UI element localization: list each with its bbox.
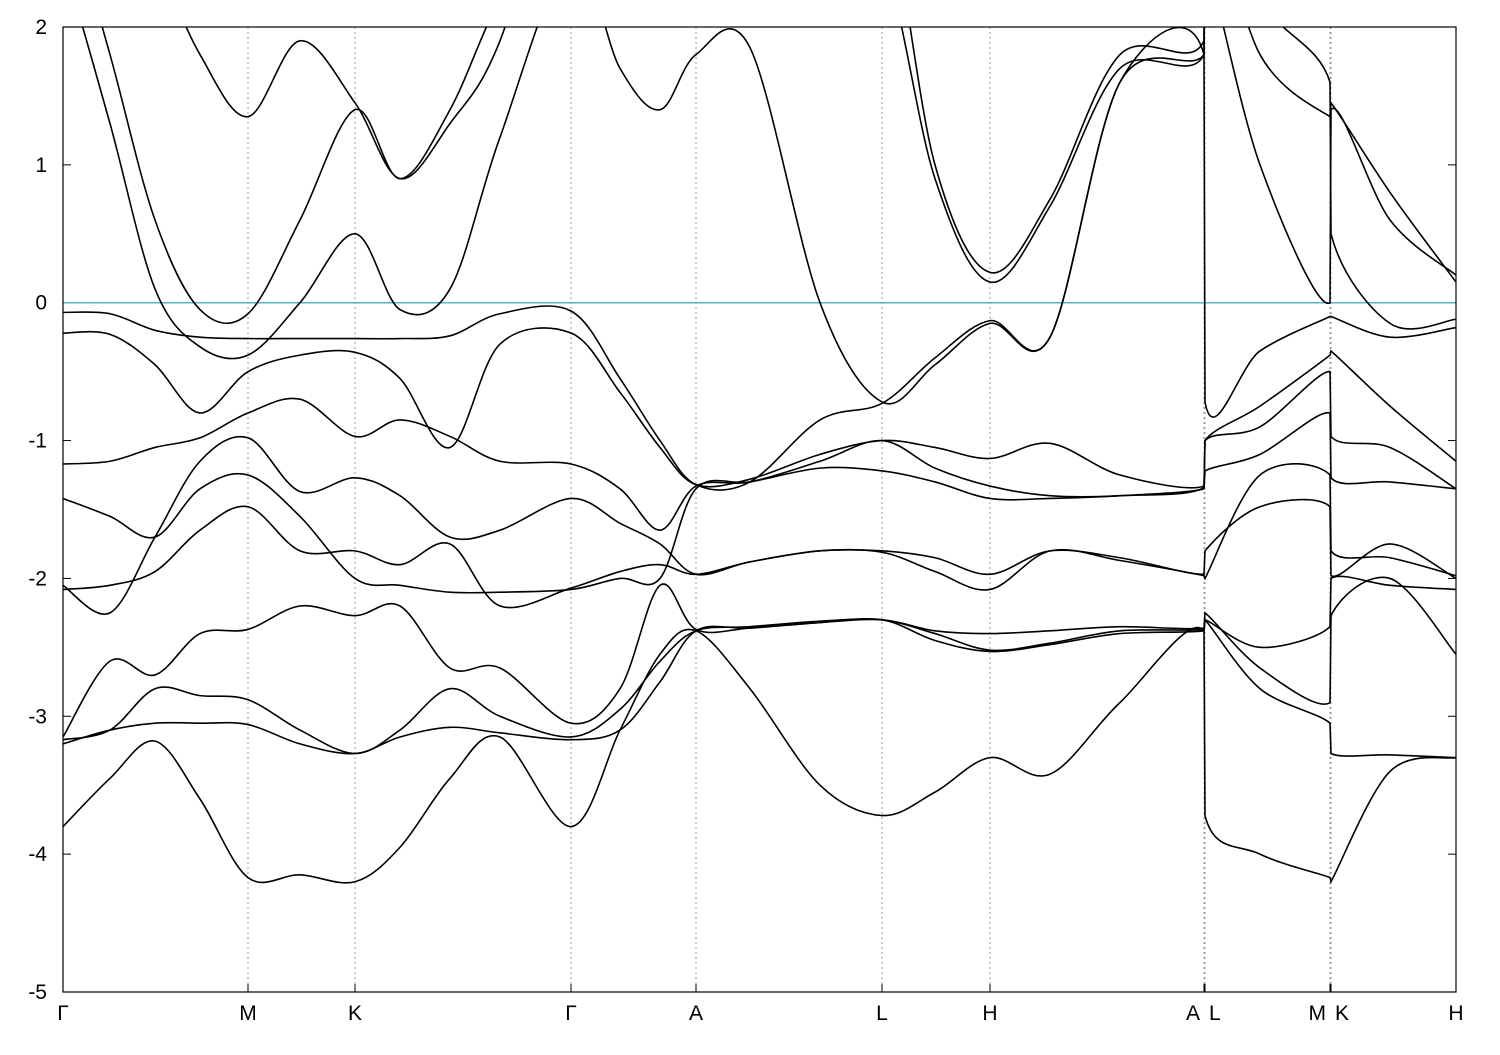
x-tick-label: H [982, 1002, 997, 1025]
x-tick-label: A [689, 1002, 703, 1025]
band-line [63, 627, 1456, 884]
band-line [185, 27, 1456, 330]
band-line [101, 27, 1456, 324]
band-line [63, 617, 1456, 759]
band-line [81, 27, 1456, 405]
bands [63, 27, 1456, 884]
band-line [63, 435, 1456, 616]
plot-frame [62, 26, 1457, 993]
x-tick-label: M [239, 1002, 257, 1025]
band-line [63, 463, 1456, 609]
y-tick-label: -1 [28, 430, 47, 453]
x-tick-label: M [1309, 1002, 1327, 1025]
y-tick-label: 2 [35, 16, 47, 39]
y-tick-label: 0 [35, 292, 47, 315]
x-tick-label: H [1448, 1002, 1463, 1025]
x-tick-label: K [348, 1002, 362, 1025]
x-tick-label: Γ [57, 1002, 69, 1025]
y-tick-label: -2 [28, 567, 47, 590]
x-tick-label: L [1209, 1002, 1221, 1025]
band-line [63, 27, 1456, 491]
band-line [63, 412, 1456, 594]
x-tick-label: L [876, 1002, 888, 1025]
band-line [63, 370, 1456, 531]
band-line [63, 327, 1456, 489]
y-tick-label: -4 [28, 843, 47, 866]
x-tick-label: A [1186, 1002, 1200, 1025]
y-tick-label: 1 [35, 154, 47, 177]
y-tick-label: -5 [28, 981, 47, 1004]
x-tick-label: Γ [565, 1002, 577, 1025]
band-line [63, 576, 1456, 738]
x-tick-label: K [1335, 1002, 1349, 1025]
band-line [63, 575, 1456, 755]
y-tick-label: -3 [28, 705, 47, 728]
